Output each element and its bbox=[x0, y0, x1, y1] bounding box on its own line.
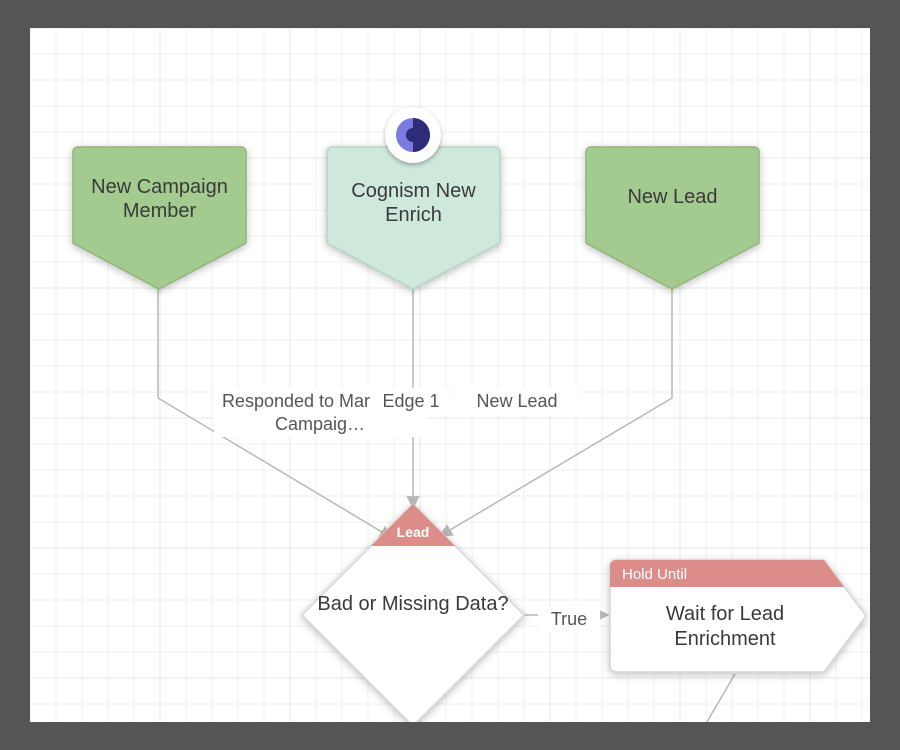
entry-node-new-lead[interactable]: New Lead bbox=[585, 143, 760, 293]
hold-node-wait-enrichment[interactable]: Hold Until Wait for Lead Enrichment bbox=[608, 558, 868, 674]
entry-node-cognism-enrich[interactable]: Cognism New Enrich bbox=[326, 143, 501, 293]
cognism-icon bbox=[385, 107, 441, 163]
decision-node-bad-data[interactable]: Lead Bad or Missing Data? bbox=[298, 500, 528, 722]
flowchart-canvas[interactable]: New Campaign Member Cognism New Enrich N… bbox=[30, 28, 870, 722]
entry-node-campaign-member[interactable]: New Campaign Member bbox=[72, 143, 247, 293]
